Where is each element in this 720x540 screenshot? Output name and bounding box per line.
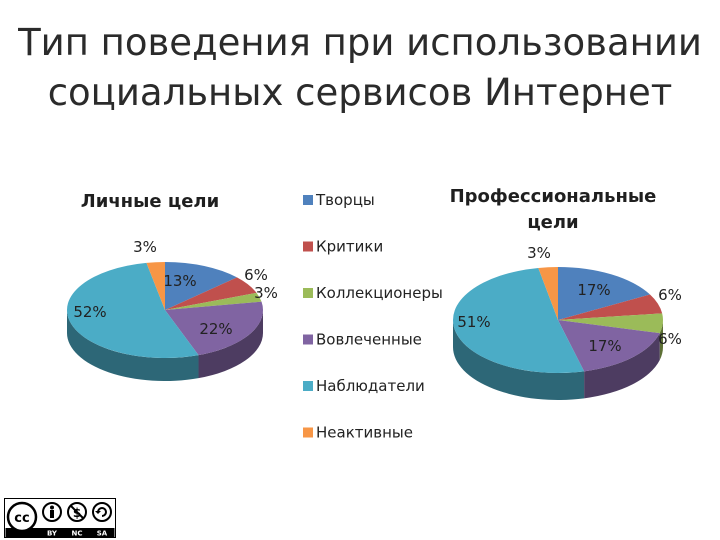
legend-swatch-0 bbox=[303, 195, 313, 205]
legend-swatch-3 bbox=[303, 334, 313, 345]
cc-logo-icon: cc bbox=[6, 501, 38, 533]
legend-swatch-5 bbox=[303, 427, 313, 438]
pie-slice-0-2 bbox=[165, 292, 262, 310]
pie-side-2 bbox=[659, 320, 663, 361]
pie-slice-0-4 bbox=[67, 262, 199, 359]
attribution-icon bbox=[42, 502, 62, 522]
pie-chart-personal: 13% 6%3%22%52%3%Личные цели bbox=[67, 191, 278, 381]
license-term-nc: NC bbox=[72, 530, 83, 538]
pie-side-walls bbox=[67, 310, 263, 381]
cc-license-badge: cc $ BY NC SA bbox=[4, 498, 116, 538]
legend-label-1: Критики bbox=[316, 238, 383, 256]
pie-slice-1-5 bbox=[538, 267, 558, 320]
pie-data-label-0-5: 3% bbox=[133, 238, 157, 256]
legend-label-3: Вовлеченные bbox=[316, 331, 422, 349]
pie-slice-0-5 bbox=[146, 262, 165, 310]
legend-label-0: Творцы bbox=[315, 191, 375, 209]
pie-data-label-0-0: 13% bbox=[163, 272, 196, 290]
pie-data-label-1-3: 17% bbox=[588, 337, 621, 355]
pie-side-3 bbox=[198, 310, 263, 379]
pie-side-4 bbox=[453, 320, 585, 400]
pie-data-label-1-5: 3% bbox=[527, 244, 551, 262]
legend-swatch-2 bbox=[303, 288, 313, 298]
chart-legend: Творцы Критики Коллекционеры Вовлеченные Наб… bbox=[303, 191, 443, 442]
pie-side-3 bbox=[584, 333, 660, 399]
pie-side-4 bbox=[67, 310, 199, 381]
pie-title-0-line-0: Личные цели bbox=[81, 191, 219, 212]
pie-data-label-1-4: 51% bbox=[457, 313, 490, 331]
pie-data-label-0-2: 3% bbox=[254, 284, 278, 302]
legend-swatch-4 bbox=[303, 381, 313, 391]
legend-label-2: Коллекционеры bbox=[316, 284, 443, 302]
legend-label-5: Неактивные bbox=[316, 424, 413, 442]
legend-swatch-1 bbox=[303, 241, 313, 252]
pie-data-label-0-4: 52% bbox=[73, 303, 106, 321]
pie-slice-0-1 bbox=[165, 277, 257, 310]
pie-slice-0-0 bbox=[165, 262, 237, 310]
pie-slice-1-2 bbox=[558, 313, 663, 334]
pie-data-label-1-1: 6% bbox=[658, 286, 682, 304]
pie-slice-0-3 bbox=[165, 301, 264, 356]
pie-slice-1-0 bbox=[558, 267, 651, 320]
pie-data-label-0-3: 22% bbox=[199, 320, 232, 338]
legend-label-4: Наблюдатели bbox=[316, 377, 425, 395]
pie-data-label-1-2: 6% bbox=[658, 330, 682, 348]
sharealike-icon bbox=[92, 502, 112, 522]
pie-slice-1-3 bbox=[558, 320, 660, 372]
pie-title-1-line-0: Профессиональные bbox=[450, 186, 657, 207]
pie-data-label-1-0: 17% bbox=[577, 281, 610, 299]
noncommercial-icon: $ bbox=[67, 502, 87, 522]
pie-title-1-line-1: цели bbox=[527, 212, 578, 233]
pie-chart-professional: 17% 6% 6% 17% 51% 3% Профессиональные цели bbox=[450, 186, 682, 400]
pie-slice-1-1 bbox=[558, 294, 663, 320]
slide-title-line-2: социальных сервисов Интернет bbox=[47, 71, 673, 114]
pie-data-label-0-1: 6% bbox=[244, 266, 268, 284]
license-term-sa: SA bbox=[97, 530, 108, 538]
slide-title: Тип поведения при использовании социальн… bbox=[0, 18, 720, 118]
slide-title-line-1: Тип поведения при использовании bbox=[18, 21, 702, 64]
license-term-by: BY bbox=[47, 530, 58, 538]
pie-slice-1-4 bbox=[452, 267, 585, 374]
cc-logo-text: cc bbox=[14, 511, 29, 526]
pie-side-walls bbox=[453, 320, 663, 400]
